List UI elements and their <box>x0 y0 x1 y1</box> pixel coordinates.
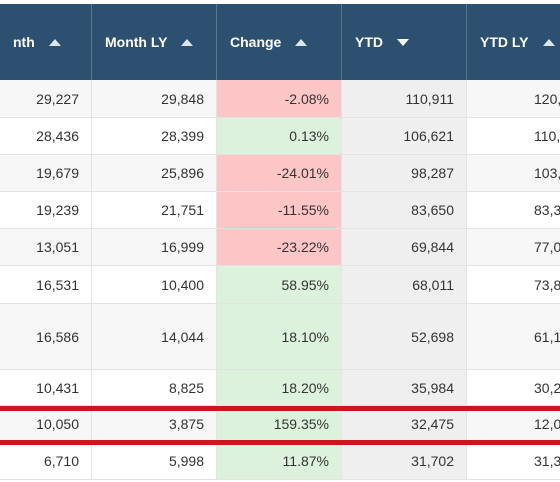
table-cell-month: 28,436 <box>0 118 92 155</box>
table-cell-month-ly: 3,875 <box>92 406 217 443</box>
table-cell-ytd: 31,702 <box>342 443 467 480</box>
column-header-label: Month LY <box>105 34 168 50</box>
table-cell-month-ly: 10,400 <box>92 266 217 304</box>
sort-ascending-icon <box>542 38 555 46</box>
table-cell-change: 0.13% <box>217 118 342 155</box>
table-cell-ytd-ly: 12,0 <box>467 406 560 443</box>
table-cell-month: 13,051 <box>0 229 92 266</box>
table-cell-month-ly: 25,896 <box>92 155 217 192</box>
table-cell-change: 18.10% <box>217 304 342 370</box>
table-cell-change: 18.20% <box>217 370 342 406</box>
table-cell-ytd: 98,287 <box>342 155 467 192</box>
table-cell-month-ly: 16,999 <box>92 229 217 266</box>
table-cell-ytd-ly: 120,6 <box>467 80 560 118</box>
table-cell-month-ly: 5,998 <box>92 443 217 480</box>
highlight-line-top <box>0 406 560 411</box>
table-cell-month: 19,239 <box>0 192 92 229</box>
table-cell-change: -11.55% <box>217 192 342 229</box>
table-cell-month-ly: 29,848 <box>92 80 217 118</box>
column-header-label: YTD <box>355 34 383 50</box>
table-cell-ytd-ly: 61,1 <box>467 304 560 370</box>
table-cell-change: -23.22% <box>217 229 342 266</box>
table-cell-ytd: 52,698 <box>342 304 467 370</box>
table-cell-change: -24.01% <box>217 155 342 192</box>
table-cell-ytd: 83,650 <box>342 192 467 229</box>
table-cell-ytd: 32,475 <box>342 406 467 443</box>
column-header-label: YTD LY <box>480 34 529 50</box>
table-cell-ytd: 106,621 <box>342 118 467 155</box>
table-cell-month: 6,710 <box>0 443 92 480</box>
table-cell-ytd-ly: 73,8 <box>467 266 560 304</box>
table-cell-ytd: 68,011 <box>342 266 467 304</box>
table-cell-ytd-ly: 83,3 <box>467 192 560 229</box>
sort-ascending-icon <box>48 38 61 46</box>
table-cell-ytd-ly: 103,7 <box>467 155 560 192</box>
table-cell-change: 58.95% <box>217 266 342 304</box>
table-cell-ytd-ly: 110,5 <box>467 118 560 155</box>
table-cell-month: 16,531 <box>0 266 92 304</box>
sort-ascending-icon <box>295 38 308 46</box>
column-header-month-ly[interactable]: Month LY <box>92 4 217 80</box>
table-cell-month: 16,586 <box>0 304 92 370</box>
column-header-month[interactable]: nth <box>0 4 92 80</box>
table-cell-month-ly: 21,751 <box>92 192 217 229</box>
table-cell-change: 11.87% <box>217 443 342 480</box>
column-header-ytd-ly[interactable]: YTD LY <box>467 4 560 80</box>
table-cell-ytd-ly: 77,0 <box>467 229 560 266</box>
table-cell-month: 10,050 <box>0 406 92 443</box>
table-cell-month: 10,431 <box>0 370 92 406</box>
column-header-change[interactable]: Change <box>217 4 342 80</box>
highlight-line-bottom <box>0 440 560 445</box>
sort-ascending-icon <box>181 38 194 46</box>
column-header-label: nth <box>13 34 35 50</box>
table-cell-month: 19,679 <box>0 155 92 192</box>
table-cell-month-ly: 14,044 <box>92 304 217 370</box>
table-cell-ytd: 69,844 <box>342 229 467 266</box>
sort-descending-icon <box>397 38 409 46</box>
table-cell-ytd-ly: 31,3 <box>467 443 560 480</box>
table-cell-change: -2.08% <box>217 80 342 118</box>
column-header-ytd[interactable]: YTD <box>342 4 467 80</box>
table-cell-change: 159.35% <box>217 406 342 443</box>
table-cell-ytd: 110,911 <box>342 80 467 118</box>
table-cell-month: 29,227 <box>0 80 92 118</box>
table-cell-month-ly: 8,825 <box>92 370 217 406</box>
table-cell-month-ly: 28,399 <box>92 118 217 155</box>
table-cell-ytd-ly: 30,2 <box>467 370 560 406</box>
table-cell-ytd: 35,984 <box>342 370 467 406</box>
column-header-label: Change <box>230 34 282 50</box>
